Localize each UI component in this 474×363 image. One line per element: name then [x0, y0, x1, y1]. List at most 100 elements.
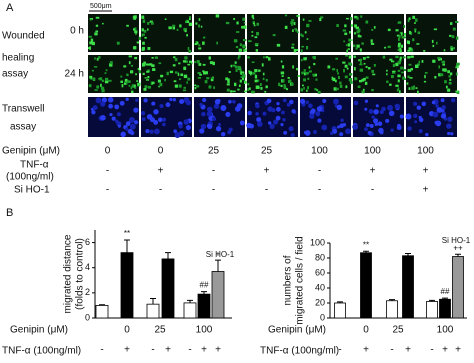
cell — [238, 84, 241, 87]
cell — [232, 90, 236, 93]
micrograph — [88, 55, 142, 94]
cell — [290, 82, 294, 86]
cell — [191, 62, 193, 65]
cell — [189, 16, 191, 18]
cell — [264, 90, 267, 93]
cell — [442, 63, 446, 66]
bar — [402, 255, 414, 319]
cell — [244, 80, 247, 84]
cell — [397, 87, 400, 91]
cell — [203, 36, 206, 39]
cell — [198, 44, 201, 47]
genipin-value: 25 — [154, 325, 166, 336]
cell — [200, 123, 207, 130]
cell — [104, 72, 107, 74]
cell — [292, 65, 294, 69]
genipin-label: Genipin (μM) — [268, 325, 326, 336]
cell — [144, 85, 148, 89]
cell — [92, 77, 96, 81]
micrograph-bg — [247, 55, 298, 93]
cell — [280, 60, 283, 63]
tnf-value: + — [405, 345, 411, 356]
cell — [234, 65, 238, 69]
cell — [142, 63, 146, 67]
cell — [452, 27, 456, 31]
annotation: Si HO-1 — [206, 250, 235, 259]
cell — [278, 82, 281, 87]
y-axis-label: migrated cells / field — [295, 236, 306, 324]
cell — [303, 57, 307, 61]
cell — [361, 78, 365, 82]
error-bar — [455, 253, 461, 257]
cell — [276, 106, 281, 112]
cell — [295, 29, 298, 32]
cell — [409, 30, 411, 35]
cell — [256, 22, 260, 26]
row-label: healing — [2, 53, 34, 64]
cell — [308, 66, 311, 69]
cell — [275, 115, 281, 121]
cell — [234, 82, 237, 87]
cell — [124, 78, 128, 82]
condition-value: 25 — [208, 146, 220, 157]
cell — [130, 70, 134, 74]
cell — [179, 24, 182, 28]
tnf-value: - — [100, 345, 103, 356]
cell — [89, 18, 92, 21]
cell — [208, 56, 211, 60]
cell — [146, 70, 150, 73]
cell — [360, 58, 362, 62]
cell — [417, 90, 419, 94]
cell — [327, 65, 331, 69]
cell — [438, 73, 442, 77]
cell — [108, 79, 112, 82]
cell — [271, 107, 276, 113]
cell — [282, 117, 286, 122]
cell — [359, 48, 362, 52]
cell — [304, 130, 311, 136]
y-tick-label: 60 — [315, 267, 325, 277]
cell — [455, 72, 458, 76]
cell — [305, 100, 309, 105]
tnf-value: - — [430, 345, 433, 356]
cell — [360, 61, 362, 65]
cell — [256, 117, 262, 123]
cell — [449, 72, 453, 76]
cell — [169, 70, 174, 74]
cell — [189, 60, 192, 63]
cell — [395, 62, 399, 67]
cell — [346, 17, 349, 20]
cell — [141, 117, 146, 121]
cell — [284, 14, 288, 17]
cell — [204, 80, 208, 84]
cell — [255, 49, 258, 52]
cell — [455, 66, 459, 69]
cell — [182, 89, 187, 92]
cell — [292, 29, 294, 33]
bar-label: ++ — [453, 243, 463, 252]
cell — [159, 82, 163, 87]
cell — [357, 28, 361, 33]
bar — [183, 302, 197, 319]
cell — [89, 46, 91, 50]
cell — [398, 35, 401, 39]
cell — [354, 32, 356, 35]
cell — [202, 98, 207, 103]
cell — [183, 86, 186, 89]
cell — [439, 57, 442, 61]
cell — [346, 49, 348, 53]
cell — [387, 28, 391, 32]
cell — [397, 69, 401, 72]
cell — [232, 99, 236, 104]
cell — [228, 99, 232, 104]
cell — [93, 66, 98, 68]
cell — [105, 69, 108, 72]
cell — [302, 84, 304, 87]
cell — [379, 130, 384, 135]
cell — [262, 111, 267, 116]
cell — [291, 46, 295, 49]
cell — [249, 73, 252, 76]
cell — [370, 39, 373, 43]
cell — [361, 90, 365, 94]
cell — [133, 46, 137, 50]
